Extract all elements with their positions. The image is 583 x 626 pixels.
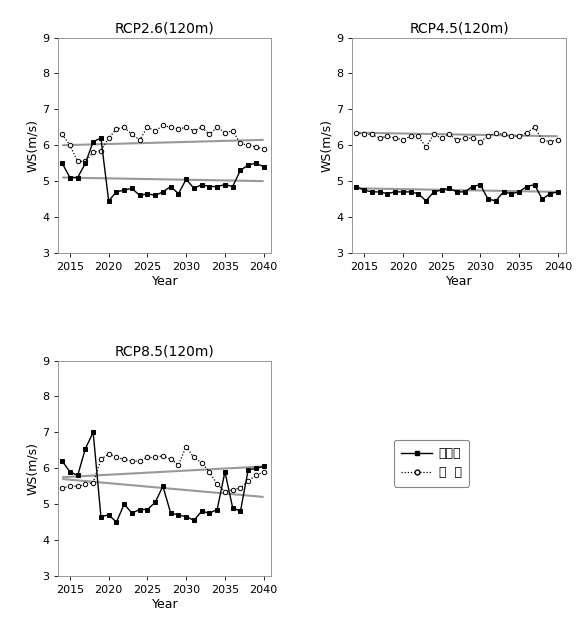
X-axis label: Year: Year [152, 275, 178, 288]
Y-axis label: WS(m/s): WS(m/s) [26, 442, 40, 495]
X-axis label: Year: Year [445, 275, 472, 288]
Legend: 대관령, 열  압: 대관령, 열 압 [394, 439, 469, 487]
Title: RCP4.5(120m): RCP4.5(120m) [409, 21, 509, 35]
Title: RCP2.6(120m): RCP2.6(120m) [115, 21, 215, 35]
Y-axis label: WS(m/s): WS(m/s) [321, 119, 333, 172]
X-axis label: Year: Year [152, 598, 178, 611]
Y-axis label: WS(m/s): WS(m/s) [26, 119, 40, 172]
Title: RCP8.5(120m): RCP8.5(120m) [115, 344, 215, 358]
